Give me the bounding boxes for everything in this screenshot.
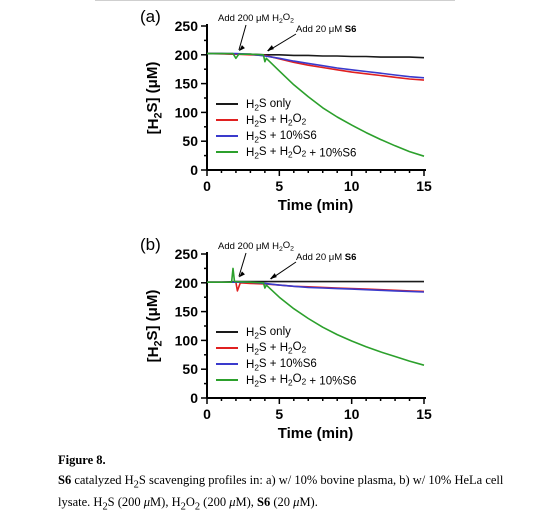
panel-b-y-tick-label: 150 xyxy=(175,304,199,320)
panel-a-legend-entry-2: H2S + H2O2 xyxy=(246,113,307,128)
panel-b-legend-entry-1: H2S only xyxy=(246,326,291,340)
panel-a-legend-entry-4: H2S + H2O2 + 10%S6 xyxy=(246,145,356,160)
panel-a-annotation-h2o2-arrow xyxy=(238,24,247,51)
caption-line-1: S6 catalyzed H2S scavenging profiles in:… xyxy=(58,473,504,491)
panel-a-legend-entry-3: H2S + 10%S6 xyxy=(246,130,317,144)
caption-line-2: lysate. H2S (200 μM), H2O2 (200 μM), S6 … xyxy=(58,494,318,513)
panel-b-x-tick-label: 15 xyxy=(416,406,432,422)
panel-a-label: (a) xyxy=(140,7,161,26)
panel-b-x-tick-label: 10 xyxy=(344,406,360,422)
figure-label: Figure 8. xyxy=(58,453,106,467)
panel-a-x-tick-label: 5 xyxy=(275,178,283,194)
panel-b-y-tick-label: 0 xyxy=(190,390,198,406)
panel-a-y-tick-label: 250 xyxy=(175,18,199,34)
panel-a-annotation-h2o2-arrowhead xyxy=(238,45,245,52)
panel-b-legend-entry-3: H2S + 10%S6 xyxy=(246,358,317,372)
panel-a-y-tick-label: 0 xyxy=(190,162,198,178)
panel-a-x-tick-label: 10 xyxy=(344,178,360,194)
panel-b-y-tick-label: 100 xyxy=(175,332,199,348)
panel-b-x-tick-label: 0 xyxy=(203,406,211,422)
panel-a-x-tick-label: 0 xyxy=(203,178,211,194)
panel-b-label: (b) xyxy=(140,235,161,254)
chart-panel-a: (a) 0 50 100 150 200 250 0 5 10 15 Time (min) [H2S] … xyxy=(140,7,432,214)
panel-a-x-tick-label: 15 xyxy=(416,178,432,194)
panel-b-y-tick-label: 200 xyxy=(175,275,199,291)
panel-b-series-line-4 xyxy=(207,267,425,366)
panel-a-annotation-h2o2: Add 200 μM H2O2 xyxy=(218,12,294,25)
panel-a-y-tick-label: 200 xyxy=(175,47,199,63)
panel-a-annotation-s6-arrowhead xyxy=(266,45,274,52)
panel-b-y-tick-label: 50 xyxy=(182,361,198,377)
panel-b-legend-entry-4: H2S + H2O2 + 10%S6 xyxy=(246,373,356,388)
panel-b-annotation-s6: Add 20 μM S6 xyxy=(296,252,356,263)
panel-b-annotation-h2o2-arrowhead xyxy=(238,271,245,278)
top-divider xyxy=(95,0,455,1)
panel-a-series-line-4 xyxy=(207,52,425,157)
panel-a-y-axis-label: [H2S] (μM) xyxy=(144,62,165,135)
chart-panel-b: (b) 0 50 100 150 200 250 0 5 10 15 Time (min) [H2S] … xyxy=(140,235,432,442)
panel-a-y-tick-label: 150 xyxy=(175,76,199,92)
panel-a-x-axis-label: Time (min) xyxy=(278,197,354,214)
panel-b-x-tick-label: 5 xyxy=(275,406,283,422)
panel-a-y-tick-label: 50 xyxy=(182,133,198,149)
panel-b-legend-entry-2: H2S + H2O2 xyxy=(246,341,307,356)
panel-b-x-axis-label: Time (min) xyxy=(278,425,354,442)
figure-caption: Figure 8. S6 catalyzed H2S scavenging pr… xyxy=(58,452,528,515)
panel-a-annotation-s6: Add 20 μM S6 xyxy=(296,24,356,35)
panel-b-y-tick-label: 250 xyxy=(175,246,199,262)
panel-b-annotation-h2o2: Add 200 μM H2O2 xyxy=(218,240,294,253)
panel-b-y-axis-label: [H2S] (μM) xyxy=(144,290,165,363)
panel-b-annotation-s6-arrowhead xyxy=(269,273,277,280)
panel-b-annotation-h2o2-arrow xyxy=(238,252,247,277)
panel-a-y-tick-label: 100 xyxy=(175,104,199,120)
panel-a-legend-entry-1: H2S only xyxy=(246,98,291,112)
